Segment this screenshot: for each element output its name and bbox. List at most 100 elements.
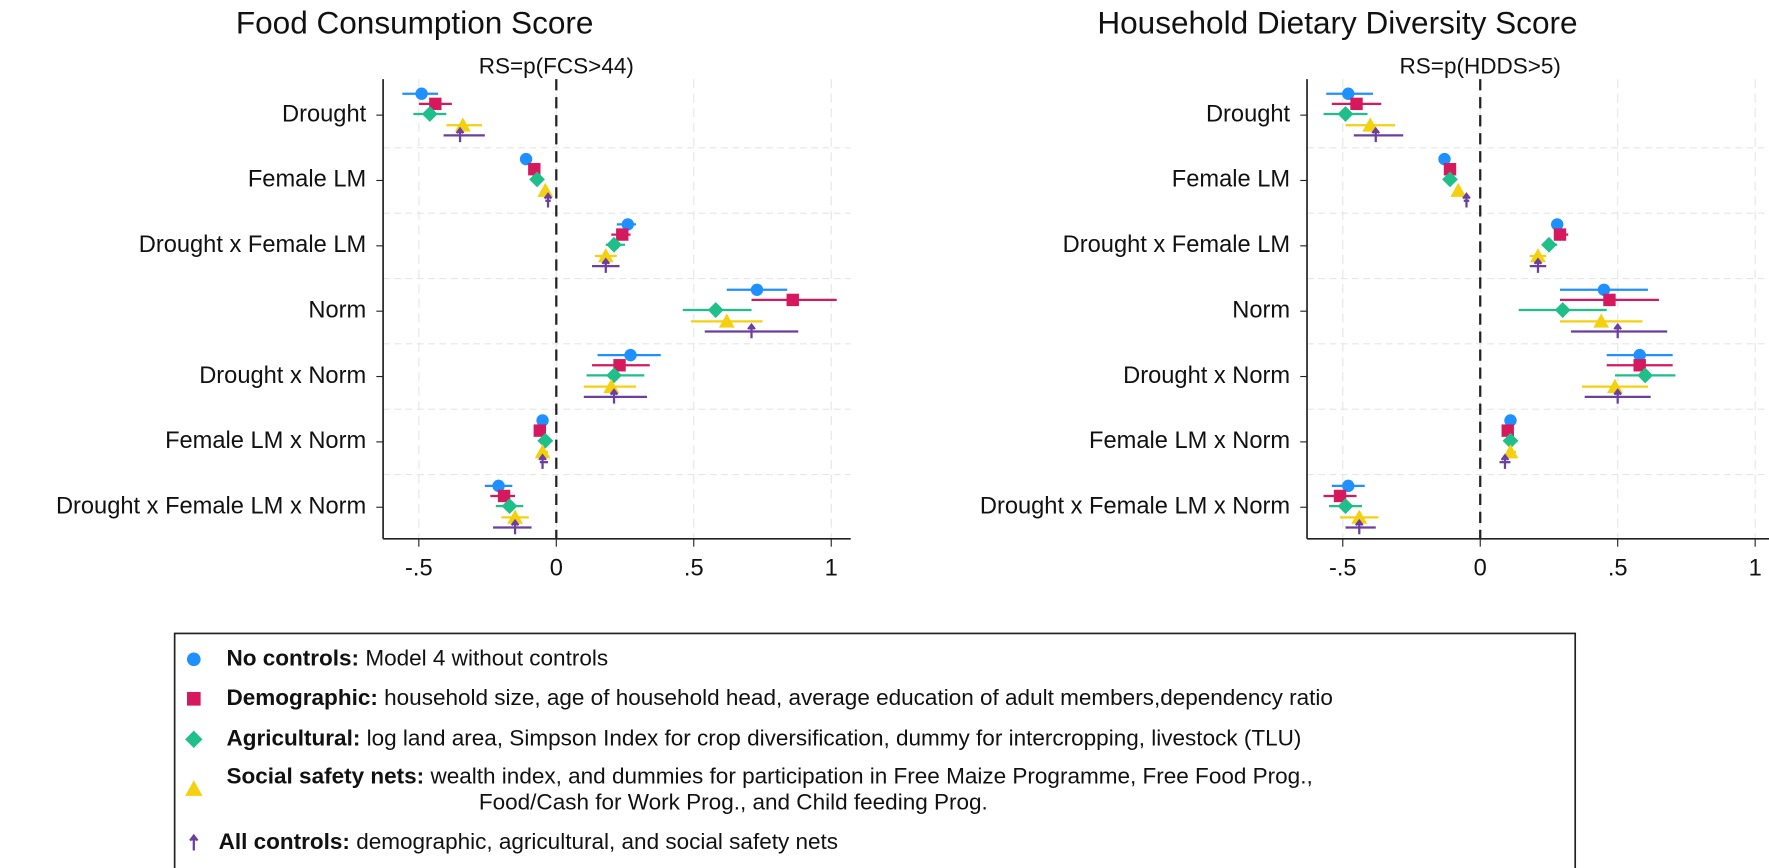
y-tick-label: Norm	[1232, 297, 1290, 323]
y-tick-label: Drought x Norm	[199, 363, 366, 389]
point	[455, 126, 465, 143]
point	[1342, 87, 1355, 100]
point	[786, 293, 799, 307]
point	[543, 192, 553, 208]
legend-name: All controls:	[219, 829, 350, 854]
point	[606, 236, 622, 253]
point	[1603, 293, 1616, 307]
legend-marker	[186, 652, 201, 667]
x-tick-label: .5	[684, 555, 704, 581]
point	[1443, 163, 1457, 176]
point	[1530, 248, 1546, 263]
point	[1350, 97, 1363, 111]
y-tick-label: Drought x Female LM x Norm	[980, 493, 1290, 519]
legend-name: No controls:	[226, 645, 359, 670]
subtitle: RS=p(HDDS>5)	[1400, 54, 1561, 79]
point	[1450, 182, 1467, 197]
point	[750, 283, 764, 296]
point	[492, 479, 505, 493]
x-tick-label: .5	[1608, 555, 1628, 581]
y-tick-label: Drought x Female LM	[1063, 232, 1290, 258]
point	[1554, 302, 1571, 318]
point	[1333, 489, 1347, 503]
point	[536, 414, 549, 427]
legend-marker	[185, 730, 203, 749]
y-tick-label: Female LM x Norm	[1089, 428, 1290, 454]
point	[624, 348, 637, 362]
x-tick-label: 0	[550, 555, 563, 581]
legend-name: Social safety nets:	[226, 764, 424, 789]
point	[1533, 257, 1543, 273]
point	[1354, 518, 1364, 535]
x-tick-label: -.5	[1329, 555, 1357, 581]
point	[1502, 444, 1519, 459]
point	[1613, 322, 1622, 339]
legend-box	[173, 632, 1577, 868]
x-tick-label: 0	[1474, 555, 1487, 581]
point	[1351, 509, 1368, 524]
y-tick-label: Drought x Norm	[1123, 363, 1290, 389]
point	[537, 182, 554, 197]
point	[1502, 432, 1519, 449]
legend-name: Demographic:	[226, 685, 377, 710]
legend-description: demographic, agricultural, and social sa…	[356, 829, 838, 854]
point	[1462, 192, 1471, 208]
chart-title: Food Consumption Score	[236, 4, 594, 40]
legend-entry: No controls: Model 4 without controls	[226, 645, 608, 670]
point	[533, 424, 547, 437]
point	[1613, 388, 1622, 404]
point	[1551, 218, 1564, 231]
y-tick-label: Norm	[308, 297, 366, 323]
point	[1607, 378, 1623, 393]
point	[597, 248, 614, 263]
point	[621, 218, 634, 231]
point	[415, 87, 428, 100]
subtitle: RS=p(FCS>44)	[479, 54, 634, 79]
chart-title: Household Dietary Diversity Score	[1097, 4, 1577, 40]
point	[429, 97, 442, 111]
point	[1553, 228, 1567, 241]
point	[1362, 117, 1379, 132]
point	[497, 489, 511, 503]
point	[1442, 171, 1458, 188]
legend-marker	[185, 780, 203, 796]
y-tick-label: Drought x Female LM x Norm	[56, 493, 366, 519]
point	[1504, 414, 1517, 427]
point	[1633, 359, 1646, 372]
point	[606, 367, 622, 384]
point	[616, 228, 629, 241]
legend-entry: Demographic: household size, age of hous…	[226, 685, 1332, 710]
legend-description: Model 4 without controls	[365, 645, 608, 670]
point	[609, 388, 619, 404]
legend-description: log land area, Simpson Index for crop di…	[367, 725, 1302, 750]
legend-entry: Agricultural: log land area, Simpson Ind…	[226, 725, 1301, 750]
legend-name: Agricultural:	[226, 725, 360, 750]
legend-entry: Social safety nets: wealth index, and du…	[226, 764, 1312, 789]
point	[1438, 152, 1451, 166]
point	[534, 444, 551, 459]
point	[1633, 348, 1646, 362]
point	[507, 509, 523, 524]
point	[1593, 313, 1610, 328]
point	[1597, 283, 1611, 296]
x-tick-label: -.5	[405, 555, 433, 581]
legend-marker	[189, 833, 199, 851]
x-tick-label: 1	[1749, 555, 1762, 581]
y-tick-label: Drought x Female LM	[139, 232, 366, 258]
point	[510, 518, 520, 535]
y-tick-label: Female LM	[1172, 167, 1290, 193]
point	[601, 257, 611, 273]
y-tick-label: Drought	[282, 101, 367, 127]
legend-description: household size, age of household head, a…	[384, 685, 1333, 710]
point	[1342, 479, 1355, 493]
legend-description: Food/Cash for Work Prog., and Child feed…	[479, 790, 988, 815]
point	[1371, 126, 1381, 143]
point	[421, 106, 438, 122]
legend-entry: All controls: demographic, agricultural,…	[219, 829, 838, 854]
legend-marker	[186, 691, 201, 706]
point	[747, 322, 756, 339]
y-tick-label: Female LM x Norm	[165, 428, 366, 454]
point	[537, 432, 554, 449]
